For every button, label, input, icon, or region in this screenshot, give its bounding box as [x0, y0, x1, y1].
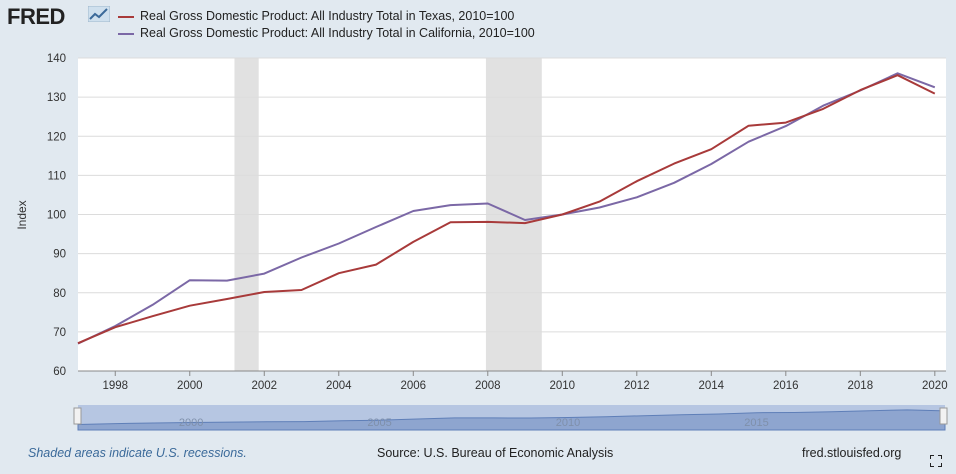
site-link[interactable]: fred.stlouisfed.org — [802, 446, 902, 460]
navigator-left-handle[interactable] — [73, 407, 82, 425]
y-tick-label: 60 — [53, 366, 66, 378]
x-tick-label: 2004 — [326, 380, 352, 392]
x-tick-label: 2012 — [624, 380, 650, 392]
x-tick-label: 2018 — [848, 380, 874, 392]
navigator-year-label: 2005 — [367, 417, 391, 429]
graph-logo-icon — [88, 6, 110, 22]
x-tick-label: 1998 — [102, 380, 128, 392]
x-tick-label: 2010 — [549, 380, 575, 392]
legend-label-california: Real Gross Domestic Product: All Industr… — [140, 26, 535, 40]
legend-item-california[interactable]: Real Gross Domestic Product: All Industr… — [118, 26, 535, 40]
navigator-series-area — [77, 409, 946, 431]
x-tick-label: 2002 — [251, 380, 277, 392]
x-tick-label: 2014 — [699, 380, 725, 392]
y-tick-label: 100 — [47, 210, 66, 222]
california-series-line[interactable] — [77, 72, 936, 345]
y-tick-label: 130 — [47, 92, 66, 104]
source-text: Source: U.S. Bureau of Economic Analysis — [377, 446, 614, 460]
y-tick-label: 110 — [48, 170, 66, 182]
x-tick-label: 2016 — [773, 380, 799, 392]
navigator-year-label: 2010 — [556, 417, 580, 429]
y-tick-label: 90 — [53, 249, 66, 261]
range-navigator[interactable]: 2000 2005 2010 2015 — [73, 405, 948, 431]
chart-header: FRED Real Gross Domestic Product: All In… — [0, 0, 956, 50]
fullscreen-icon[interactable] — [930, 455, 942, 467]
navigator-right-handle[interactable] — [939, 407, 948, 425]
y-tick-label: 70 — [53, 327, 66, 339]
y-tick-label: 120 — [47, 131, 66, 143]
navigator-year-label: 2015 — [744, 417, 768, 429]
fred-logo[interactable]: FRED — [7, 4, 65, 29]
legend-swatch-texas — [118, 15, 134, 18]
legend-swatch-california — [118, 32, 134, 35]
x-tick-label: 2000 — [177, 380, 203, 392]
texas-series-line[interactable] — [77, 74, 936, 345]
x-tick-label: 2020 — [922, 380, 948, 392]
y-tick-label: 80 — [53, 288, 66, 300]
y-axis-label: Index — [15, 200, 29, 229]
recession-note: Shaded areas indicate U.S. recessions. — [28, 446, 247, 460]
y-tick-label: 140 — [47, 53, 66, 65]
x-tick-label: 2006 — [400, 380, 426, 392]
navigator-year-label: 2000 — [179, 417, 203, 429]
legend-label-texas: Real Gross Domestic Product: All Industr… — [140, 9, 515, 23]
x-tick-label: 2008 — [475, 380, 501, 392]
legend-item-texas[interactable]: Real Gross Domestic Product: All Industr… — [118, 9, 514, 23]
